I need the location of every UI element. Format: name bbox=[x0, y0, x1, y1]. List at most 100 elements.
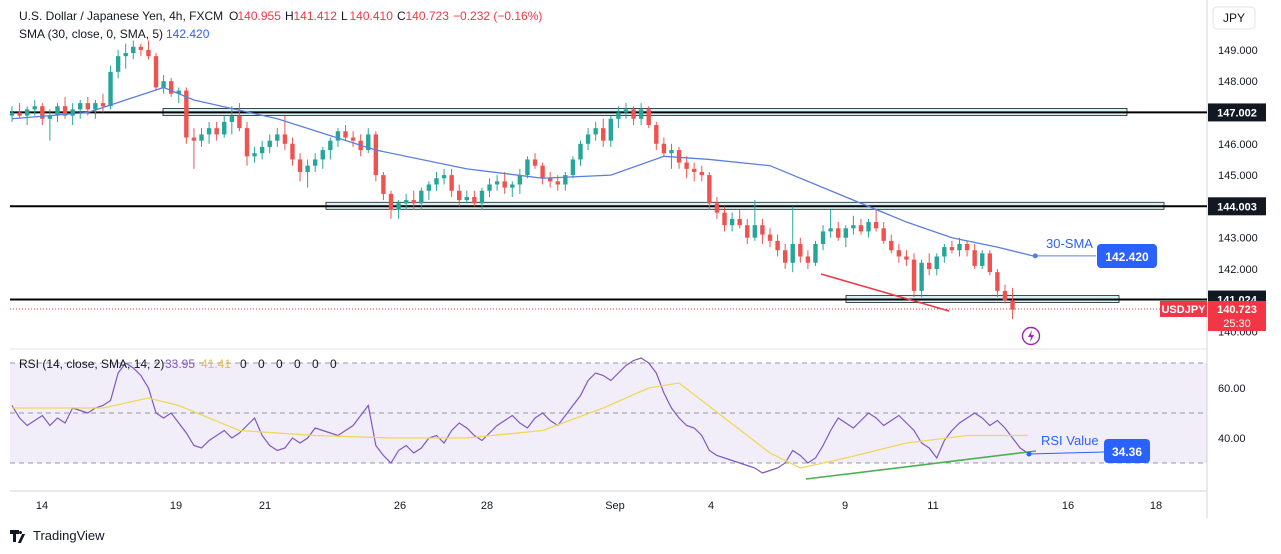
grid-lines bbox=[10, 0, 1208, 518]
ohlc-key-c: C bbox=[397, 9, 406, 23]
candle-body bbox=[464, 197, 469, 201]
candle-body bbox=[540, 165, 545, 179]
candle-body bbox=[1002, 290, 1008, 301]
candle-body bbox=[896, 250, 902, 257]
candle-body bbox=[889, 240, 894, 251]
candle-body bbox=[396, 203, 401, 210]
candle-body bbox=[820, 231, 826, 244]
sma-legend-value: 142.420 bbox=[166, 27, 210, 41]
candle-body bbox=[532, 159, 538, 166]
candle-body bbox=[547, 178, 553, 182]
candle-body bbox=[487, 184, 492, 191]
candle-body bbox=[366, 134, 371, 151]
level-badge-1 bbox=[1208, 103, 1266, 122]
ohlc-value-o: 140.955 bbox=[238, 9, 282, 23]
ohlc-value-l: 140.410 bbox=[350, 9, 394, 23]
price-tick: 146.000 bbox=[1218, 139, 1258, 151]
candle-body bbox=[525, 159, 530, 176]
candle-body bbox=[980, 253, 985, 266]
candle-body bbox=[502, 181, 507, 188]
candle-body bbox=[115, 56, 121, 72]
time-label: 26 bbox=[394, 500, 406, 512]
candle-body bbox=[457, 190, 462, 201]
candle-body bbox=[760, 225, 765, 235]
time-label: 21 bbox=[259, 500, 271, 512]
brand-name: TradingView bbox=[33, 528, 105, 543]
candle-body bbox=[601, 128, 606, 141]
tradingview-logo-icon bbox=[10, 529, 28, 543]
candlesticks bbox=[9, 40, 1015, 320]
candle-body bbox=[851, 225, 856, 229]
candle-body bbox=[995, 272, 1000, 291]
candle-body bbox=[320, 150, 325, 160]
last-price-text: 140.723 bbox=[1217, 304, 1257, 316]
candle-body bbox=[85, 103, 90, 110]
candle-body bbox=[388, 193, 394, 210]
lightning-bolt-icon bbox=[1028, 330, 1034, 342]
price-trend-line bbox=[820, 273, 950, 312]
candle-body bbox=[161, 81, 166, 88]
candle-body bbox=[866, 222, 871, 232]
ohlc-key-o: O bbox=[229, 9, 238, 23]
time-label: 4 bbox=[708, 500, 714, 512]
time-label: Sep bbox=[605, 500, 625, 512]
candle-body bbox=[494, 181, 500, 185]
candle-body bbox=[313, 159, 318, 166]
candle-body bbox=[206, 128, 212, 135]
candle-body bbox=[381, 175, 386, 194]
rsi-line bbox=[11, 357, 1029, 474]
candle-body bbox=[297, 159, 303, 172]
candle-body bbox=[191, 137, 197, 141]
currency-button[interactable]: JPY bbox=[1212, 6, 1256, 30]
last-price-badge bbox=[1208, 300, 1266, 331]
candle-body bbox=[957, 243, 962, 251]
rsi-annotation-badge-text: 34.36 bbox=[1112, 445, 1142, 459]
candle-body bbox=[745, 225, 750, 238]
candle-body bbox=[631, 109, 636, 119]
candle-body bbox=[40, 106, 45, 119]
candle-body bbox=[767, 234, 773, 241]
candle-body bbox=[714, 203, 720, 213]
candle-body bbox=[934, 256, 939, 269]
axes: 149.000148.000147.000146.000145.000144.0… bbox=[36, 45, 1266, 512]
candle-body bbox=[623, 109, 629, 113]
candle-body bbox=[403, 200, 409, 204]
candle-body bbox=[654, 125, 659, 144]
candle-body bbox=[669, 150, 674, 154]
support-resistance-zones bbox=[10, 108, 1207, 310]
candle-body bbox=[926, 262, 932, 269]
candle-body bbox=[775, 240, 780, 251]
candle-body bbox=[616, 112, 621, 119]
rsi-annotation-label: RSI Value bbox=[1041, 433, 1099, 448]
candle-body bbox=[441, 175, 447, 179]
candle-body bbox=[570, 159, 576, 176]
candle-body bbox=[290, 143, 295, 160]
symbol-title: U.S. Dollar / Japanese Yen, 4h, FXCM bbox=[19, 9, 223, 23]
symbol-badge bbox=[1160, 300, 1207, 317]
rsi-callout-line bbox=[1028, 451, 1105, 455]
symbol-badge-text: USDJPY bbox=[1161, 304, 1206, 316]
time-label: 11 bbox=[927, 500, 938, 512]
time-label: 19 bbox=[170, 500, 182, 512]
candle-body bbox=[585, 134, 591, 144]
candle-body bbox=[373, 134, 379, 176]
candle-body bbox=[47, 115, 53, 119]
tradingview-branding[interactable]: TradingView bbox=[10, 528, 105, 543]
candle-body bbox=[237, 115, 242, 129]
candle-body bbox=[707, 175, 712, 204]
candle-body bbox=[813, 243, 818, 263]
candle-body bbox=[267, 140, 272, 147]
currency-label[interactable]: JPY bbox=[1223, 11, 1245, 25]
candle-body bbox=[168, 81, 174, 94]
candle-body bbox=[426, 184, 432, 191]
level-badge-text-2: 144.003 bbox=[1217, 201, 1257, 213]
candle-body bbox=[244, 128, 250, 157]
rsi-trend-line bbox=[805, 450, 1037, 480]
rsi-tick: 40.00 bbox=[1218, 433, 1246, 445]
rsi-tick: 60.00 bbox=[1218, 383, 1246, 395]
candle-body bbox=[252, 153, 257, 157]
candle-body bbox=[222, 121, 227, 135]
candle-body bbox=[275, 134, 280, 141]
rsi-legend: RSI (14, close, SMA, 14, 2) 33.95 41.41 … bbox=[19, 357, 337, 371]
